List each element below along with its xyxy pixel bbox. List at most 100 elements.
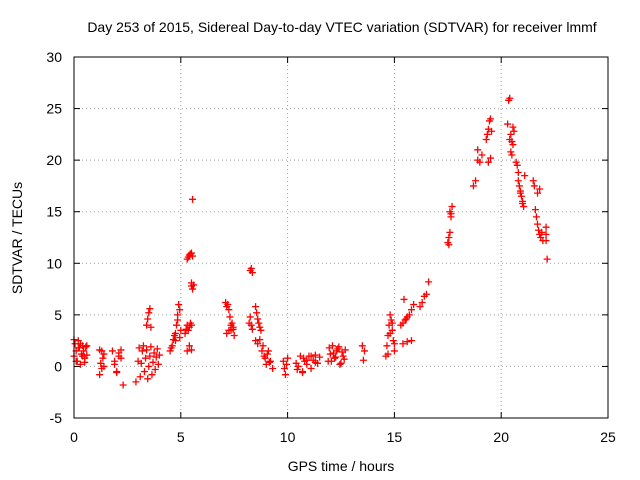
data-point <box>279 357 287 365</box>
plot-frame <box>73 56 609 419</box>
data-point <box>187 249 195 257</box>
data-point <box>384 350 392 358</box>
data-point <box>108 347 116 355</box>
data-point <box>389 337 397 345</box>
data-point <box>81 358 89 366</box>
data-point <box>515 182 523 190</box>
y-tick-label: 10 <box>46 255 62 271</box>
data-point <box>325 344 333 352</box>
x-tick-label: 0 <box>70 429 78 445</box>
data-point <box>147 323 155 331</box>
data-point <box>189 195 197 203</box>
data-point <box>74 344 82 352</box>
data-point <box>422 290 430 298</box>
data-point <box>327 357 335 365</box>
data-point <box>336 360 344 368</box>
data-point <box>514 169 522 177</box>
data-point <box>418 298 426 306</box>
data-point <box>83 351 91 359</box>
data-point <box>246 313 254 321</box>
y-tick-label: 20 <box>46 152 62 168</box>
data-point <box>177 326 185 334</box>
data-point <box>280 364 288 372</box>
data-point <box>96 371 104 379</box>
data-point <box>487 154 495 162</box>
data-point <box>142 354 150 362</box>
y-tick-label: -5 <box>50 410 63 426</box>
data-point <box>139 342 147 350</box>
data-point <box>509 141 517 149</box>
data-point <box>263 350 271 358</box>
data-point <box>144 315 152 323</box>
data-point <box>283 360 291 368</box>
data-point <box>183 347 191 355</box>
data-points <box>70 94 551 389</box>
data-point <box>534 189 542 197</box>
data-point <box>258 347 266 355</box>
data-point <box>99 354 107 362</box>
data-point <box>154 360 162 368</box>
data-point <box>386 329 394 337</box>
data-point <box>82 343 90 351</box>
data-point <box>147 343 155 351</box>
data-point <box>143 346 151 354</box>
data-point <box>145 362 153 370</box>
data-point <box>299 369 307 377</box>
data-point <box>416 303 424 311</box>
data-point <box>181 329 189 337</box>
data-point <box>359 356 367 364</box>
data-point <box>474 146 482 154</box>
data-point <box>187 321 195 329</box>
data-point <box>538 228 546 236</box>
data-point <box>256 323 264 331</box>
data-point <box>151 366 159 374</box>
data-point <box>190 281 198 289</box>
data-point <box>166 347 174 355</box>
data-point <box>383 342 391 350</box>
y-axis-label: SDTVAR / TECUs <box>9 182 25 294</box>
data-point <box>387 316 395 324</box>
data-point <box>255 319 263 327</box>
data-point <box>173 321 181 329</box>
data-point <box>311 358 319 366</box>
data-point <box>519 199 527 207</box>
data-point <box>386 311 394 319</box>
data-point <box>257 326 265 334</box>
y-tick-labels: -5 0 5 10 15 20 25 30 <box>46 49 62 426</box>
data-point <box>530 182 538 190</box>
x-tick-label: 10 <box>280 429 296 445</box>
data-point <box>146 305 154 313</box>
data-point <box>264 347 272 355</box>
data-point <box>307 352 315 360</box>
data-point <box>111 360 119 368</box>
data-point <box>187 346 195 354</box>
data-point <box>507 148 515 156</box>
data-point <box>137 359 145 367</box>
data-point <box>135 344 143 352</box>
data-point <box>510 127 518 135</box>
grid-lines <box>74 57 608 418</box>
data-point <box>148 371 156 379</box>
data-point <box>507 130 515 138</box>
data-point <box>513 161 521 169</box>
data-point <box>482 136 490 144</box>
data-point <box>76 340 84 348</box>
x-tick-label: 25 <box>600 429 616 445</box>
data-point <box>254 340 262 348</box>
data-point <box>303 356 311 364</box>
data-point <box>330 349 338 357</box>
data-point <box>331 354 339 362</box>
data-point <box>169 336 177 344</box>
data-point <box>472 177 480 185</box>
data-point <box>334 345 342 353</box>
data-point <box>405 311 413 319</box>
y-tick-label: 0 <box>54 358 62 374</box>
data-point <box>326 350 334 358</box>
data-point <box>261 354 269 362</box>
data-point <box>332 353 340 361</box>
data-point <box>146 352 154 360</box>
data-point <box>478 151 486 159</box>
chart-title: Day 253 of 2015, Sidereal Day-to-day VTE… <box>87 19 596 35</box>
data-point <box>248 325 256 333</box>
